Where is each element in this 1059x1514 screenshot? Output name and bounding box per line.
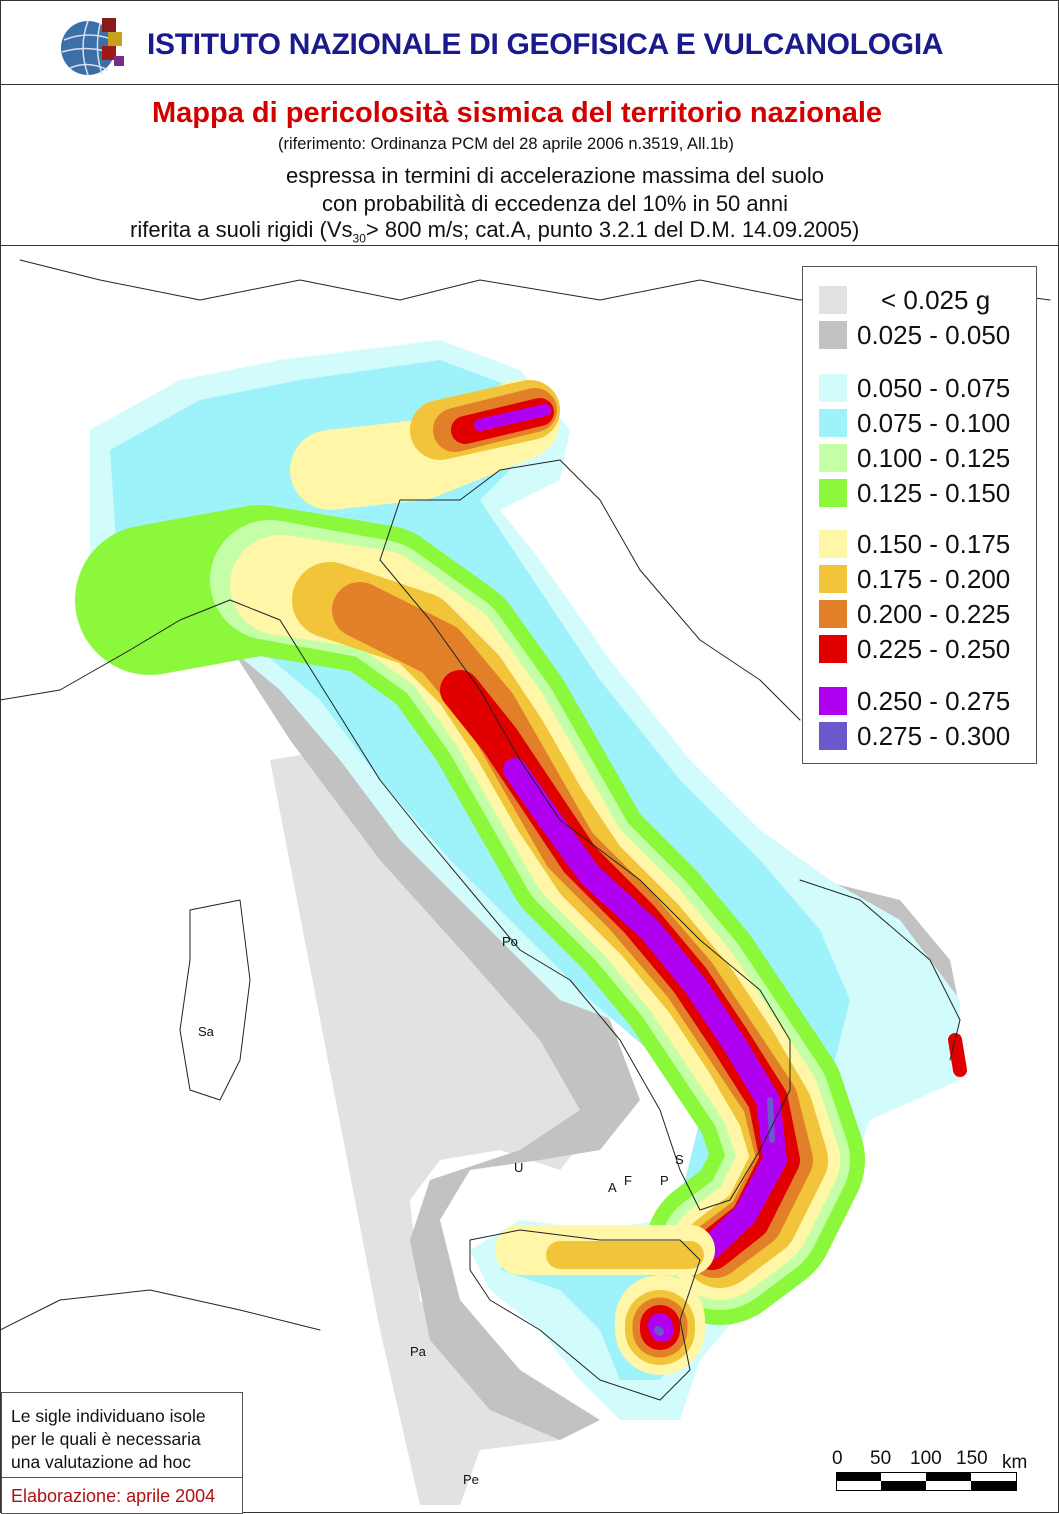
legend-label: 0.250 - 0.275 [857,685,1011,716]
island-label-s: S [675,1152,684,1167]
legend-item: 0.200 - 0.225 [819,599,1010,629]
legend-swatch [819,321,847,349]
note-text: Le sigle individuano isole per le quali … [11,1405,206,1474]
island-label-pe: Pe [463,1472,479,1487]
legend-item: 0.025 - 0.050 [819,320,1010,350]
legend-label: 0.275 - 0.300 [857,720,1011,751]
note-line-2: per le quali è necessaria [11,1429,201,1449]
legend-swatch [819,635,847,663]
scale-unit: km [1002,1452,1028,1473]
legend-swatch [819,444,847,472]
island-label-u: U [514,1160,524,1175]
island-label-p: P [660,1173,669,1188]
legend-swatch [819,600,847,628]
note-box: Le sigle individuano isole per le quali … [1,1392,243,1514]
subtitle-line-3: riferita a suoli rigidi (Vs30> 800 m/s; … [130,217,859,245]
scale-tick-50: 50 [870,1448,892,1469]
island-label-sa: Sa [198,1024,214,1039]
note-line-3: una valutazione ad hoc [11,1452,191,1472]
ingv-logo-icon [61,18,124,76]
zone-0025-0050-west [200,600,640,1440]
legend-swatch [819,374,847,402]
legend-swatch [819,409,847,437]
subtitle-line-3-a: riferita a suoli rigidi (Vs [130,217,353,242]
legend-label: 0.050 - 0.075 [857,372,1011,403]
legend-swatch [819,530,847,558]
scale-tick-150: 150 [956,1448,988,1469]
legend-swatch [819,687,847,715]
legend-swatch [819,722,847,750]
legend-item: 0.250 - 0.275 [819,686,1010,716]
subtitle-line-1: espressa in termini di accelerazione mas… [285,163,825,188]
legend-item: 0.175 - 0.200 [819,564,1010,594]
sicily-bands [495,1225,715,1375]
legend-swatch [819,286,847,314]
legend-item: 0.125 - 0.150 [819,478,1010,508]
legend-label: 0.125 - 0.150 [857,477,1011,508]
salento-hotspot [948,1033,967,1077]
island-label-po: Po [502,934,518,949]
legend-item: 0.075 - 0.100 [819,408,1010,438]
header: ISTITUTO NAZIONALE DI GEOFISICA E VULCAN… [0,0,1059,85]
legend-item: 0.150 - 0.175 [819,529,1010,559]
legend-item: 0.100 - 0.125 [819,443,1010,473]
legend-label: 0.100 - 0.125 [857,442,1011,473]
title-block: Mappa di pericolosità sismica del territ… [0,85,1059,246]
island-label-f: F [624,1173,632,1188]
scale-bar: 0 50 100 150 km [830,1448,1030,1498]
note-line-1: Le sigle individuano isole [11,1406,206,1426]
legend-item: 0.275 - 0.300 [819,721,1010,751]
legend-swatch [819,479,847,507]
zone-lt-0025 [270,750,600,1505]
legend-item: 0.225 - 0.250 [819,634,1010,664]
reference-text: (riferimento: Ordinanza PCM del 28 april… [278,135,734,153]
legend-item: < 0.025 g [819,285,990,315]
legend-label: 0.025 - 0.050 [857,319,1011,350]
legend: < 0.025 g 0.025 - 0.050 0.050 - 0.075 0.075… [802,266,1037,764]
map-title: Mappa di pericolosità sismica del territ… [152,97,883,129]
legend-label: 0.150 - 0.175 [857,528,1011,559]
legend-swatch [819,565,847,593]
legend-label: < 0.025 g [881,284,991,315]
scale-tick-100: 100 [910,1448,942,1469]
scale-bar-graphic [836,1472,1017,1491]
legend-label: 0.075 - 0.100 [857,407,1011,438]
subtitle-line-3-sub: 30 [352,231,366,246]
legend-label: 0.200 - 0.225 [857,598,1011,629]
elaboration-date: Elaborazione: aprile 2004 [2,1477,242,1507]
friuli-bands [290,380,560,510]
subtitle-line-2: con probabilità di eccedenza del 10% in … [322,191,788,216]
hazard-map [0,259,1051,1505]
scale-tick-0: 0 [832,1448,843,1469]
legend-label: 0.225 - 0.250 [857,633,1011,664]
legend-label: 0.175 - 0.200 [857,563,1011,594]
apennine-bands [75,505,865,1325]
island-label-pa: Pa [410,1344,426,1359]
island-label-a: A [608,1180,617,1195]
legend-item: 0.050 - 0.075 [819,373,1010,403]
institute-name: ISTITUTO NAZIONALE DI GEOFISICA E VULCAN… [147,28,944,61]
subtitle-line-3-b: > 800 m/s; cat.A, punto 3.2.1 del D.M. 1… [365,217,860,242]
